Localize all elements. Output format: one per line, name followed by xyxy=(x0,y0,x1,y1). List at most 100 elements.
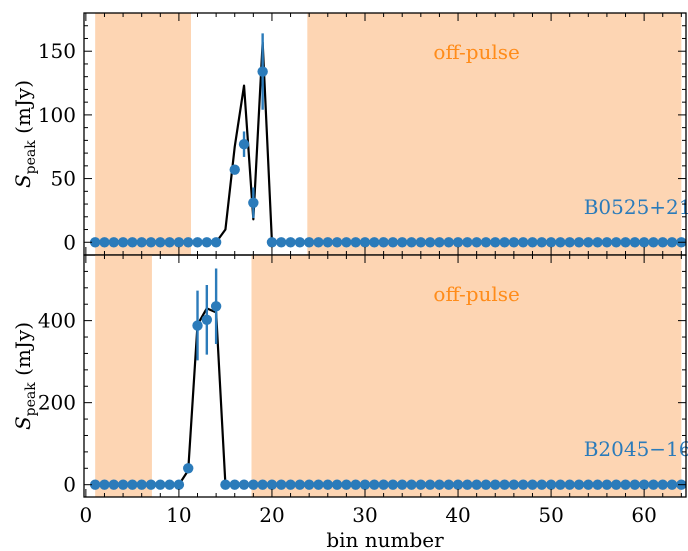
data-point xyxy=(424,237,436,248)
data-point xyxy=(303,237,315,248)
data-point xyxy=(294,479,306,490)
data-point xyxy=(480,479,492,490)
data-point xyxy=(573,237,585,248)
data-point xyxy=(666,237,678,248)
data-point xyxy=(648,479,659,490)
data-point xyxy=(248,479,259,490)
data-point xyxy=(545,479,557,490)
data-point xyxy=(238,138,250,150)
data-point xyxy=(127,237,138,248)
data-point xyxy=(397,479,408,490)
data-point xyxy=(471,237,482,248)
offpulse-label: off-pulse xyxy=(433,40,519,64)
data-point xyxy=(517,479,529,490)
data-point xyxy=(136,237,147,248)
data-point xyxy=(462,237,473,248)
data-point xyxy=(434,237,445,248)
data-point xyxy=(145,237,157,248)
offpulse-region xyxy=(251,255,682,497)
data-point xyxy=(629,237,641,248)
x-tick-label: 10 xyxy=(166,503,191,527)
data-point xyxy=(434,479,445,490)
data-point xyxy=(164,237,175,248)
data-point xyxy=(127,479,138,490)
data-point xyxy=(657,479,668,490)
data-point xyxy=(638,237,650,248)
data-point xyxy=(443,479,454,490)
data-point xyxy=(257,66,268,77)
data-point xyxy=(387,237,399,248)
x-tick-label: 0 xyxy=(79,503,92,527)
y-tick-label: 200 xyxy=(38,391,76,415)
data-point xyxy=(443,237,454,248)
data-point xyxy=(564,237,575,248)
y-axis-unit: (mJy) xyxy=(11,322,35,382)
data-point xyxy=(303,479,315,490)
data-point xyxy=(331,237,343,248)
data-point xyxy=(452,479,464,490)
data-point xyxy=(638,479,650,490)
data-point xyxy=(108,237,119,248)
source-label: B0525+21 xyxy=(584,195,688,219)
data-point xyxy=(378,479,389,490)
data-point xyxy=(108,479,119,490)
data-point xyxy=(369,479,380,490)
data-point xyxy=(266,237,278,248)
data-point xyxy=(536,237,547,248)
data-point xyxy=(192,320,203,331)
y-tick-label: 150 xyxy=(38,39,76,63)
data-point xyxy=(145,479,157,490)
data-point xyxy=(517,237,529,248)
data-point xyxy=(583,237,594,248)
data-point xyxy=(545,237,557,248)
data-point xyxy=(238,479,250,490)
data-point xyxy=(397,237,408,248)
data-point xyxy=(341,237,352,248)
data-point xyxy=(201,237,213,248)
data-point xyxy=(285,479,296,490)
y-tick-label: 100 xyxy=(38,103,76,127)
x-tick-label: 40 xyxy=(445,503,470,527)
data-point xyxy=(89,237,101,248)
data-point xyxy=(173,237,185,248)
data-point xyxy=(592,237,603,248)
data-point xyxy=(266,479,278,490)
data-point xyxy=(183,463,194,474)
data-point xyxy=(99,237,110,248)
data-point xyxy=(601,479,613,490)
data-point xyxy=(350,479,361,490)
data-point xyxy=(620,479,631,490)
y-tick-label: 0 xyxy=(63,230,76,254)
data-point xyxy=(406,237,417,248)
data-point xyxy=(192,237,203,248)
data-point xyxy=(89,479,101,490)
offpulse-region xyxy=(95,13,192,255)
x-tick-label: 30 xyxy=(352,503,377,527)
data-point xyxy=(601,237,613,248)
data-point xyxy=(666,479,678,490)
y-axis-label: Speak (mJy) xyxy=(11,80,39,188)
data-point xyxy=(229,164,240,175)
data-point xyxy=(406,479,417,490)
y-tick-label: 50 xyxy=(51,167,76,191)
data-point xyxy=(117,479,129,490)
data-point xyxy=(378,237,389,248)
data-point xyxy=(257,479,268,490)
data-point xyxy=(462,479,473,490)
data-point xyxy=(527,237,538,248)
data-point xyxy=(136,479,147,490)
y-axis-subscript: peak xyxy=(23,382,39,417)
data-point xyxy=(555,479,566,490)
data-point xyxy=(564,479,575,490)
data-point xyxy=(117,237,129,248)
data-point xyxy=(369,237,380,248)
data-point xyxy=(210,301,222,312)
data-point xyxy=(611,237,622,248)
y-axis-unit: (mJy) xyxy=(11,80,35,140)
y-axis-label: Speak (mJy) xyxy=(11,322,39,430)
data-point xyxy=(415,237,427,248)
data-point xyxy=(248,197,259,208)
data-point xyxy=(99,479,110,490)
